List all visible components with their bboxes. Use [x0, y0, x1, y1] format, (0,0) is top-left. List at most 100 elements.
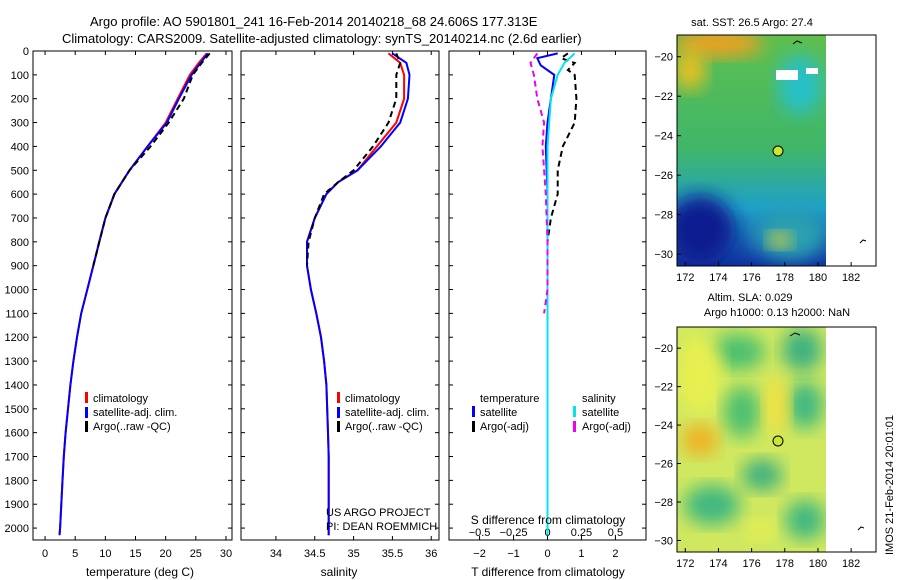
- legend-label-argo: Argo(..raw -QC): [345, 421, 423, 433]
- map-y-tick-label: −26: [654, 459, 673, 471]
- land-outline: [859, 239, 867, 244]
- temperature-panel-frame: [32, 50, 233, 541]
- sst-cool-patch: [778, 55, 822, 115]
- series-line: [306, 52, 411, 536]
- legend-label-temp-satellite: satellite: [480, 407, 517, 419]
- sst-map-frame: [676, 34, 877, 267]
- legend-label-climatology: climatology: [93, 393, 149, 405]
- map-x-tick-label: 176: [742, 272, 760, 284]
- legend-swatch-satellite: [85, 407, 88, 418]
- map-x-tick-label: 172: [676, 558, 694, 570]
- sst-mid-patch: [755, 210, 825, 260]
- legend-swatch-climatology: [337, 392, 340, 403]
- map-x-tick-label: 174: [709, 558, 727, 570]
- sla-low-patch: [684, 485, 740, 525]
- land-outline: [857, 526, 865, 531]
- y-tick-label: 1300: [5, 356, 29, 368]
- series-line: [306, 53, 402, 266]
- map-y-tick-label: −28: [654, 497, 673, 509]
- y-tick-label: 500: [11, 165, 29, 177]
- x-tick-label: 20: [160, 548, 172, 560]
- x-tick-label: 34.5: [304, 548, 325, 560]
- map-y-tick-label: −26: [654, 170, 673, 182]
- sla-low-patch: [709, 334, 765, 370]
- legend-swatch-temp-satellite: [472, 406, 475, 417]
- difference-panel: −2 −1 0 1 2−0.5 −0.25 0 0.25 0.5: [449, 50, 646, 560]
- legend-label-temp-argo: Argo(-adj): [480, 421, 529, 433]
- x-tick-label: 36: [425, 548, 437, 560]
- sla-low-patch: [724, 386, 760, 438]
- map-y-tick-label: −30: [654, 535, 673, 547]
- y-tick-label: 700: [11, 213, 29, 225]
- temperature-legend: climatology satellite-adj. clim. Argo(..…: [85, 392, 177, 433]
- x-tick-label-salinity: −0.25: [500, 527, 528, 539]
- legend-title-temperature: temperature: [480, 393, 539, 405]
- legend-swatch-temp-argo: [472, 421, 475, 432]
- map-x-tick-label: 176: [742, 558, 760, 570]
- y-tick-label: 200: [11, 94, 29, 106]
- map-x-tick-label: 182: [842, 272, 860, 284]
- legend-swatch-climatology: [85, 392, 88, 403]
- x-tick-label: 2: [612, 548, 618, 560]
- temperature-panel: 0100200300400500600700800900100011001200…: [5, 46, 233, 560]
- legend-title-salinity: salinity: [582, 393, 616, 405]
- y-tick-label: 1600: [5, 428, 29, 440]
- sla-low-patch: [782, 328, 822, 372]
- map-x-tick-label: 178: [776, 558, 794, 570]
- sla-map: [677, 327, 826, 552]
- sst-cool-patch: [677, 195, 735, 265]
- argo-marker-sla: [772, 435, 784, 447]
- x-tick-label: 35: [347, 548, 359, 560]
- legend-label-argo: Argo(..raw -QC): [93, 421, 171, 433]
- sla-map-axes: 172 174 176 178 180 182 −20 −22 −24 −26 −28 −30: [654, 343, 860, 570]
- x-tick-label: 35.5: [382, 548, 403, 560]
- difference-legend: temperature satellite Argo(-adj) salinit…: [472, 393, 631, 433]
- salinity-panel: 34 34.5 35 35.5 36: [241, 50, 439, 560]
- y-tick-label: 1100: [5, 308, 29, 320]
- map-x-tick-label: 180: [809, 272, 827, 284]
- map-x-tick-label: 180: [809, 558, 827, 570]
- map-y-tick-label: −30: [654, 249, 673, 261]
- credits-line1: US ARGO PROJECT: [326, 507, 431, 519]
- legend-swatch-sal-argo: [573, 421, 576, 432]
- map-x-tick-label: 182: [842, 558, 860, 570]
- imos-timestamp: IMOS 21-Feb-2014 20:01:01: [884, 415, 896, 555]
- y-tick-label: 800: [11, 237, 29, 249]
- y-tick-label: 0: [23, 46, 29, 58]
- y-tick-label: 400: [11, 141, 29, 153]
- x-tick-label: 15: [129, 548, 141, 560]
- legend-label-satellite: satellite-adj. clim.: [93, 407, 177, 419]
- series-line: [58, 52, 208, 536]
- y-tick-label: 1700: [5, 452, 29, 464]
- x-tick-label: −1: [507, 548, 520, 560]
- legend-label-sal-argo: Argo(-adj): [582, 421, 631, 433]
- y-tick-label: 1400: [5, 380, 29, 392]
- x-tick-label: 10: [99, 548, 111, 560]
- y-tick-label: 1800: [5, 475, 29, 487]
- legend-swatch-satellite: [337, 407, 340, 418]
- legend-label-satellite: satellite-adj. clim.: [345, 407, 429, 419]
- y-tick-label: 900: [11, 261, 29, 273]
- map-y-tick-label: −24: [654, 420, 673, 432]
- map-x-tick-label: 172: [676, 272, 694, 284]
- x-tick-label: 5: [72, 548, 78, 560]
- series-line: [546, 52, 576, 536]
- argo-marker-sst: [772, 145, 784, 157]
- legend-swatch-argo: [337, 421, 340, 432]
- sla-map-title: Altim. SLA: 0.029: [708, 292, 793, 304]
- temperature-xlabel: temperature (deg C): [86, 565, 194, 579]
- y-tick-label: 1000: [5, 285, 29, 297]
- y-tick-label: 100: [11, 70, 29, 82]
- x-tick-label-salinity: 0.25: [571, 527, 592, 539]
- legend-swatch-sal-satellite: [573, 406, 576, 417]
- map-y-tick-label: −22: [654, 382, 673, 394]
- x-tick-label: −2: [473, 548, 486, 560]
- sla-high-patch: [746, 520, 774, 540]
- x-tick-label: 0: [544, 548, 550, 560]
- sst-cloud-gap: [806, 68, 818, 74]
- x-tick-label: 30: [220, 548, 232, 560]
- salinity-legend: climatology satellite-adj. clim. Argo(..…: [337, 392, 429, 433]
- x-tick-label-salinity: −0.5: [469, 527, 491, 539]
- sla-high-patch: [678, 335, 722, 415]
